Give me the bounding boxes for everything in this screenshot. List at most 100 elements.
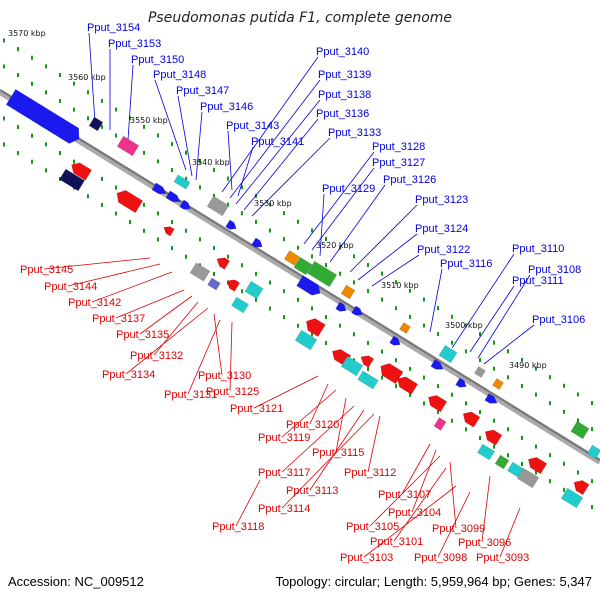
gene-feature <box>528 457 548 475</box>
gene-label: Pput_3123 <box>415 194 468 206</box>
label-connector <box>139 295 193 335</box>
gene-label: Pput_3137 <box>92 313 145 325</box>
tick-mark <box>283 315 285 320</box>
gene-feature <box>88 116 104 132</box>
gene-label: Pput_3140 <box>316 46 369 58</box>
tick-mark <box>297 323 299 328</box>
tick-mark <box>577 470 579 475</box>
gene-label: Pput_3103 <box>340 552 393 564</box>
gene-feature <box>116 135 140 157</box>
gene-feature <box>474 366 486 378</box>
gene-label: Pput_3107 <box>378 489 431 501</box>
tick-mark <box>507 427 509 432</box>
label-connector <box>253 375 319 409</box>
tick-mark <box>73 159 75 164</box>
label-connector <box>469 285 515 353</box>
gene-labels: Pput_3154 Pput_3153 Pput_3150 Pput_3148 Pput… <box>20 22 585 564</box>
gene-feature <box>570 420 590 440</box>
gene-feature <box>351 305 363 316</box>
tick-mark <box>269 280 271 285</box>
tick-mark <box>283 289 285 294</box>
label-connector <box>483 324 535 365</box>
label-connector <box>437 491 471 558</box>
tick-mark <box>591 401 593 406</box>
tick-mark <box>409 314 411 319</box>
tick-mark <box>269 202 271 207</box>
tick-mark <box>409 392 411 397</box>
label-connector <box>195 111 203 181</box>
tick-mark <box>325 341 327 346</box>
tick-mark <box>255 219 257 224</box>
gene-feature <box>516 467 540 489</box>
gene-feature <box>179 199 191 210</box>
tick-mark <box>381 271 383 276</box>
tick-mark <box>101 202 103 207</box>
tick-mark <box>17 47 19 52</box>
tick-mark <box>129 116 131 121</box>
kbp-label: 3570 kbp <box>8 29 46 38</box>
label-connector <box>243 118 319 211</box>
tick-mark <box>479 410 481 415</box>
label-connector <box>281 413 375 509</box>
gene-feature <box>5 89 80 144</box>
gene-label: Pput_3153 <box>108 38 161 50</box>
tick-mark <box>255 297 257 302</box>
tick-mark <box>143 202 145 207</box>
tick-mark <box>157 159 159 164</box>
tick-mark <box>591 505 593 510</box>
tick-mark <box>59 151 61 156</box>
gene-label: Pput_3114 <box>258 503 310 515</box>
tick-mark <box>367 366 369 371</box>
gene-label: Pput_3143 <box>226 120 279 132</box>
tick-mark <box>283 237 285 242</box>
tick-mark <box>591 427 593 432</box>
gene-feature <box>251 237 263 248</box>
gene-feature <box>173 174 191 190</box>
topology-text: Topology: circular; Length: 5,959,964 bp… <box>275 574 592 589</box>
tick-mark <box>563 487 565 492</box>
gene-label: Pput_3141 <box>251 136 304 148</box>
tick-mark <box>577 418 579 423</box>
gene-feature <box>283 250 301 266</box>
label-connector <box>213 313 223 376</box>
tick-mark <box>479 436 481 441</box>
gene-feature <box>294 329 318 351</box>
label-connector <box>329 184 386 263</box>
gene-label: Pput_3128 <box>372 141 425 153</box>
gene-feature <box>296 275 321 296</box>
gene-label: Pput_3148 <box>153 69 206 81</box>
gene-feature <box>380 363 404 385</box>
tick-mark <box>493 340 495 345</box>
gene-feature <box>206 195 230 217</box>
gene-feature <box>293 256 313 276</box>
tick-mark <box>171 142 173 147</box>
label-connector <box>221 56 319 193</box>
tick-mark <box>3 64 5 69</box>
gene-label: Pput_3108 <box>528 264 581 276</box>
gene-feature <box>116 190 144 214</box>
tick-mark <box>423 401 425 406</box>
gene-label: Pput_3117 <box>258 467 310 479</box>
label-connector <box>251 137 331 217</box>
label-connector <box>67 263 161 287</box>
gene-label: Pput_3104 <box>388 507 441 519</box>
tick-mark <box>507 453 509 458</box>
kbp-label: 3510 kbp <box>381 281 419 290</box>
gene-label: Pput_3099 <box>432 523 485 535</box>
gene-label: Pput_3098 <box>414 552 467 564</box>
gene-feature <box>163 226 175 237</box>
kbp-label: 3550 kbp <box>130 116 168 125</box>
gene-label: Pput_3127 <box>372 157 425 169</box>
tick-mark <box>577 392 579 397</box>
tick-mark <box>535 470 537 475</box>
kbp-label: 3540 kbp <box>192 158 230 167</box>
gene-feature <box>189 262 211 282</box>
label-connector <box>125 307 209 375</box>
tick-mark <box>493 366 495 371</box>
gene-feature <box>438 344 458 364</box>
kbp-tick-labels: 3570 kbp 3560 kbp 3550 kbp 3540 kbp 3530 kbp… <box>8 29 547 370</box>
label-connector <box>187 319 221 395</box>
tick-mark <box>339 323 341 328</box>
tick-mark <box>409 288 411 293</box>
kbp-label: 3520 kbp <box>316 241 354 250</box>
